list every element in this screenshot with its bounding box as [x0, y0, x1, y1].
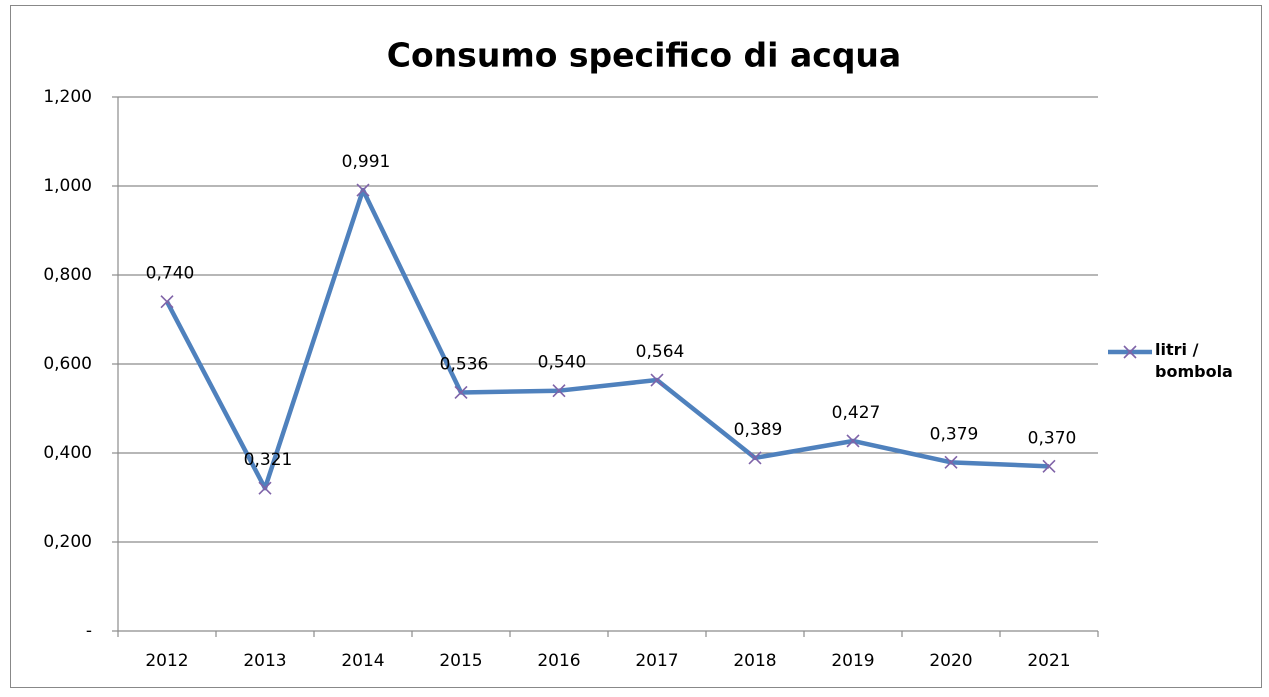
data-marker — [944, 455, 958, 469]
data-line — [165, 187, 1050, 491]
x-tick-label: 2013 — [243, 651, 286, 671]
data-marker — [650, 373, 664, 387]
data-marker — [1042, 459, 1056, 473]
chart-frame — [10, 5, 1262, 688]
data-label: 0,321 — [244, 450, 293, 470]
y-tick-label: - — [86, 621, 92, 641]
legend-entry: litri / bombola — [1155, 340, 1233, 381]
x-tick-label: 2014 — [341, 651, 384, 671]
legend-marker — [1123, 345, 1137, 359]
data-label: 0,379 — [930, 424, 979, 444]
y-tick-label: 0,800 — [43, 265, 92, 285]
x-tick-label: 2020 — [929, 651, 972, 671]
x-tick-label: 2019 — [831, 651, 874, 671]
chart-title: Consumo specifico di acqua — [387, 36, 901, 75]
data-label: 0,740 — [146, 264, 195, 284]
y-tick-label: 1,000 — [43, 176, 92, 196]
data-marker — [552, 384, 566, 398]
legend-label: litri / bombola — [1155, 340, 1233, 381]
data-marker — [356, 183, 370, 197]
x-tick-label: 2017 — [635, 651, 678, 671]
data-label: 0,536 — [440, 354, 489, 374]
data-marker — [258, 481, 272, 495]
data-label: 0,991 — [342, 152, 391, 172]
x-tick-label: 2018 — [733, 651, 776, 671]
data-label: 0,540 — [538, 353, 587, 373]
x-tick-label: 2021 — [1027, 651, 1070, 671]
data-label: 0,427 — [832, 403, 881, 423]
y-tick-label: 1,200 — [43, 87, 92, 107]
data-label: 0,370 — [1028, 428, 1077, 448]
data-marker — [846, 434, 860, 448]
x-tick-label: 2012 — [145, 651, 188, 671]
data-label: 0,389 — [734, 420, 783, 440]
data-marker — [160, 295, 174, 309]
y-tick-label: 0,200 — [43, 532, 92, 552]
y-tick-label: 0,400 — [43, 443, 92, 463]
data-marker — [454, 385, 468, 400]
x-tick-label: 2015 — [439, 651, 482, 671]
x-tick-label: 2016 — [537, 651, 580, 671]
data-marker — [748, 451, 762, 465]
y-tick-label: 0,600 — [43, 354, 92, 374]
data-label: 0,564 — [636, 342, 685, 362]
